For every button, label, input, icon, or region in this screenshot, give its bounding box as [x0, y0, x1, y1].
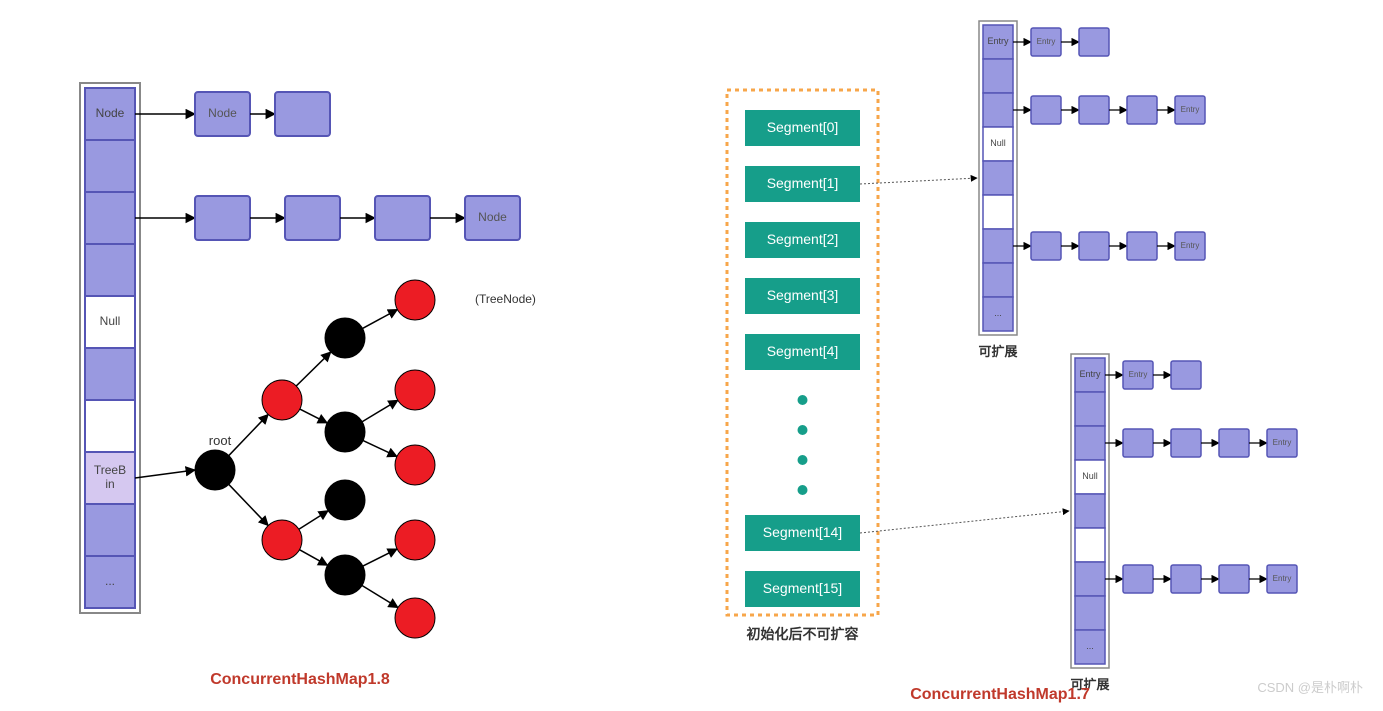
entry-chain-node — [1079, 96, 1109, 124]
entry-chain-node — [1031, 96, 1061, 124]
chain-node — [285, 196, 340, 240]
entry-chain-node — [1079, 232, 1109, 260]
tree-node — [395, 445, 435, 485]
svg-text:Null: Null — [990, 138, 1006, 148]
svg-text:Entry: Entry — [1273, 438, 1292, 447]
tree-node — [325, 412, 365, 452]
chain-node — [275, 92, 330, 136]
entry-cell — [983, 263, 1013, 297]
svg-text:Entry: Entry — [1079, 369, 1101, 379]
entry-chain-node — [1171, 565, 1201, 593]
svg-text:Segment[0]: Segment[0] — [767, 119, 839, 135]
tree-edge — [363, 549, 397, 566]
svg-text:Segment[1]: Segment[1] — [767, 175, 839, 191]
entry-cell — [1075, 562, 1105, 596]
entry-chain-node — [1123, 429, 1153, 457]
svg-text:Entry: Entry — [1273, 574, 1292, 583]
watermark: CSDN @是朴啊朴 — [1257, 677, 1363, 696]
tree-edge — [362, 585, 398, 607]
svg-text:Segment[15]: Segment[15] — [763, 580, 842, 596]
entry-caption: 可扩展 — [978, 344, 1018, 359]
left-title: ConcurrentHashMap1.8 — [210, 671, 390, 688]
entry-cell — [983, 59, 1013, 93]
right-title: ConcurrentHashMap1.7 — [910, 686, 1090, 703]
entry-chain-node — [1219, 429, 1249, 457]
left-array-cell — [85, 140, 135, 192]
entry-cell — [983, 229, 1013, 263]
svg-text:...: ... — [105, 574, 115, 588]
svg-text:Segment[4]: Segment[4] — [767, 343, 839, 359]
entry-cell — [1075, 596, 1105, 630]
svg-text:Entry: Entry — [1181, 241, 1200, 250]
segment-ellipsis-dot — [798, 485, 808, 495]
left-array-cell — [85, 348, 135, 400]
segment-ellipsis-dot — [798, 395, 808, 405]
entry-chain-node — [1079, 28, 1109, 56]
tree-node — [395, 370, 435, 410]
tree-node — [395, 598, 435, 638]
svg-text:Entry: Entry — [1181, 105, 1200, 114]
svg-text:Null: Null — [1082, 471, 1098, 481]
tree-edge — [363, 441, 397, 457]
tree-edge — [229, 414, 268, 455]
entry-cell — [1075, 494, 1105, 528]
tree-edge — [299, 550, 327, 566]
tree-node — [325, 480, 365, 520]
entry-cell — [983, 161, 1013, 195]
tree-edge — [296, 352, 330, 386]
tree-link — [135, 470, 195, 478]
entry-chain-node — [1171, 429, 1201, 457]
svg-text:Segment[3]: Segment[3] — [767, 287, 839, 303]
entry-chain-node — [1127, 96, 1157, 124]
segment-ellipsis-dot — [798, 455, 808, 465]
tree-node — [262, 380, 302, 420]
svg-text:Entry: Entry — [987, 36, 1009, 46]
svg-text:Node: Node — [208, 106, 237, 120]
chain-node — [195, 196, 250, 240]
tree-edge — [362, 400, 398, 421]
left-array-cell — [85, 400, 135, 452]
entry-chain-node — [1123, 565, 1153, 593]
entry-chain-node — [1219, 565, 1249, 593]
svg-text:...: ... — [994, 308, 1002, 318]
svg-text:Entry: Entry — [1129, 370, 1148, 379]
tree-edge — [299, 511, 328, 530]
entry-cell — [1075, 528, 1105, 562]
left-array-cell — [85, 192, 135, 244]
tree-node — [262, 520, 302, 560]
tree-node — [195, 450, 235, 490]
entry-cell — [983, 93, 1013, 127]
segment-caption: 初始化后不可扩容 — [747, 626, 859, 642]
segment-ellipsis-dot — [798, 425, 808, 435]
svg-text:Null: Null — [100, 314, 121, 328]
tree-node — [325, 318, 365, 358]
segment-to-entry-arrow — [860, 511, 1069, 533]
entry-chain-node — [1031, 232, 1061, 260]
entry-cell — [983, 195, 1013, 229]
svg-text:root: root — [209, 433, 232, 448]
svg-text:Segment[14]: Segment[14] — [763, 524, 842, 540]
tree-edge — [363, 310, 398, 329]
entry-cell — [1075, 426, 1105, 460]
tree-edge — [300, 409, 327, 423]
svg-text:(TreeNode): (TreeNode) — [475, 292, 536, 306]
svg-text:...: ... — [1086, 641, 1094, 651]
tree-node — [395, 280, 435, 320]
entry-chain-node — [1171, 361, 1201, 389]
tree-node — [395, 520, 435, 560]
svg-text:Node: Node — [96, 106, 125, 120]
svg-text:Segment[2]: Segment[2] — [767, 231, 839, 247]
tree-edge — [229, 484, 268, 525]
svg-text:Node: Node — [478, 210, 507, 224]
chain-node — [375, 196, 430, 240]
svg-text:Entry: Entry — [1037, 37, 1056, 46]
entry-cell — [1075, 392, 1105, 426]
left-array-cell — [85, 504, 135, 556]
left-array-cell — [85, 244, 135, 296]
entry-chain-node — [1127, 232, 1157, 260]
tree-node — [325, 555, 365, 595]
